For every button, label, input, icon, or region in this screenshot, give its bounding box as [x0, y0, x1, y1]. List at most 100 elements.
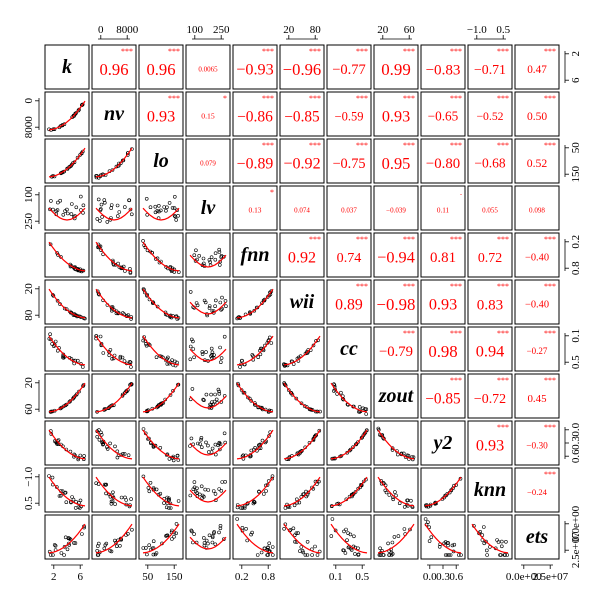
scatter-point [265, 553, 270, 557]
scatter-point [126, 531, 130, 536]
tick-label-bottom: 0.0e+00 [506, 571, 542, 583]
tick-label-right: 0.6 [570, 449, 582, 463]
correlation-value: 0.74 [337, 250, 362, 266]
smoother-line [330, 429, 368, 460]
scatter-point [118, 354, 123, 359]
panel-border [279, 420, 325, 466]
tick-label-top: 0.5 [496, 24, 510, 36]
panel-y2-cc [326, 420, 372, 466]
scatter-point [78, 153, 82, 157]
panel-border [373, 373, 419, 419]
panel-border [138, 420, 184, 466]
panel-fnn-fnn: fnn [232, 232, 278, 278]
correlation-value: 0.81 [430, 250, 456, 266]
panel-ets-knn [467, 514, 513, 560]
significance-stars: *** [403, 329, 415, 338]
panel-lo-nv [91, 138, 137, 184]
scatter-point [206, 443, 210, 448]
smoother-line [189, 536, 227, 550]
variable-label-y2: y2 [432, 432, 453, 454]
significance-stars: *** [309, 235, 321, 244]
scatter-point [339, 390, 343, 395]
scatter-point [451, 486, 455, 491]
tick-label-right: 2.5e+07 [570, 532, 582, 568]
panel-cc-lv [185, 326, 231, 372]
correlation-value: −0.94 [377, 248, 415, 267]
smoother-line [283, 335, 321, 366]
significance-stars: *** [121, 47, 133, 56]
correlation-value: −0.86 [237, 108, 273, 125]
correlation-value: −0.71 [474, 62, 506, 77]
scatter-point [144, 197, 149, 201]
scatter-point [122, 452, 127, 456]
panel-ets-y2 [420, 514, 466, 560]
significance-stars: *** [356, 47, 368, 56]
scatter-point [210, 535, 215, 540]
panel-cc-lo [138, 326, 184, 372]
scatter-point [100, 440, 105, 445]
scatter-point [61, 213, 66, 217]
tick-label-right: 0.1 [570, 329, 582, 343]
scatter-point [202, 541, 207, 545]
scatter-point [172, 534, 176, 539]
panel-wii-lv [185, 279, 231, 325]
tick-label-right: 0.8 [570, 261, 582, 275]
scatter-point [168, 506, 173, 510]
scatter-point [55, 208, 60, 212]
tick-label-right: 2 [570, 51, 582, 57]
scatter-point [245, 538, 249, 543]
panel-border [279, 44, 325, 90]
scatter-point [188, 344, 193, 349]
scatter-point [148, 205, 153, 209]
smoother-line [48, 382, 86, 413]
scatter-point [456, 553, 461, 557]
panel-zout-fnn [232, 373, 278, 419]
scatter-point [208, 260, 212, 264]
scatter-point [199, 484, 204, 489]
panel-border [185, 514, 231, 560]
scatter-point [199, 437, 203, 442]
scatter-point [408, 527, 412, 532]
scatter-point [217, 391, 222, 396]
panel-border [232, 91, 278, 137]
variable-label-zout: zout [378, 385, 415, 407]
panel-border [279, 185, 325, 231]
tick-label-bottom: 0.3 [436, 571, 450, 583]
panel-knn-y2 [420, 467, 466, 513]
significance-stars: * [270, 188, 274, 197]
scatter-point [389, 550, 394, 555]
smoother-line [377, 429, 415, 460]
smoother-line [236, 476, 274, 507]
panel-k-lo: 0.96 *** [138, 44, 184, 90]
panel-lv-ets: 0.098 [514, 185, 560, 231]
scatter-point [361, 406, 365, 411]
scatter-point [207, 258, 212, 262]
scatter-point [213, 304, 217, 309]
significance-stars: *** [262, 47, 274, 56]
scatter-point [170, 206, 175, 210]
significance-stars: *** [450, 282, 462, 291]
scatter-point [63, 403, 68, 408]
scatter-point [67, 400, 72, 404]
scatter-point [192, 253, 197, 257]
panel-y2-lo [138, 420, 184, 466]
correlation-value: −0.85 [425, 390, 461, 407]
scatter-point [81, 149, 85, 154]
scatter-point [164, 358, 168, 363]
panel-wii-fnn [232, 279, 278, 325]
scatter-point [219, 488, 224, 493]
correlation-value: 0.0065 [198, 65, 218, 73]
panel-border [44, 420, 90, 466]
scatter-point [97, 437, 102, 442]
panel-y2-fnn [232, 420, 278, 466]
scatter-point [290, 392, 295, 397]
smoother-line [189, 489, 227, 503]
panel-knn-zout [373, 467, 419, 513]
panel-border [373, 467, 419, 513]
tick-label-left: 20 [23, 377, 35, 389]
significance-stars: *** [497, 47, 509, 56]
scatter-point [211, 402, 215, 407]
panel-border [326, 279, 372, 325]
scatter-point [264, 489, 268, 493]
panel-ets-cc [326, 514, 372, 560]
